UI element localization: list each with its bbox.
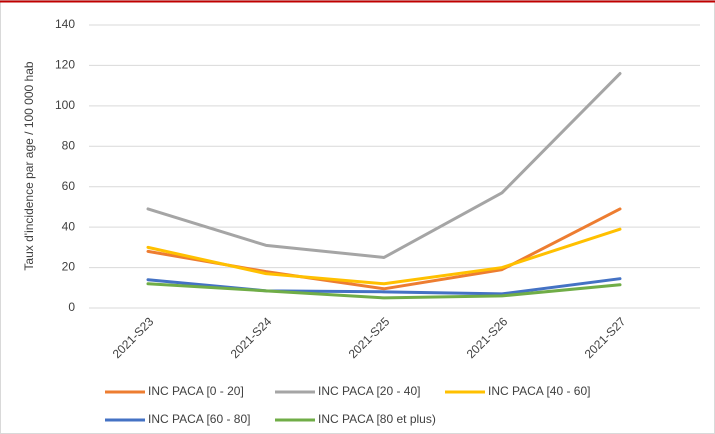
series-line <box>146 72 622 259</box>
legend-label: INC PACA [80 et plus) <box>318 412 436 426</box>
y-tick-label: 0 <box>68 300 75 314</box>
y-tick-label: 40 <box>62 219 76 233</box>
y-tick-label: 100 <box>55 98 75 112</box>
y-axis-title: Taux d'incidence par age / 100 000 hab <box>22 61 36 270</box>
y-tick-label: 120 <box>55 58 75 72</box>
y-tick-label: 20 <box>62 260 76 274</box>
legend-label: INC PACA [20 - 40] <box>318 384 421 398</box>
series-line <box>146 227 622 286</box>
y-tick-label: 60 <box>62 179 76 193</box>
legend-label: INC PACA [60 - 80] <box>148 412 251 426</box>
series-line <box>146 282 622 300</box>
legend-label: INC PACA [40 - 60] <box>488 384 591 398</box>
legend-label: INC PACA [0 - 20] <box>148 384 244 398</box>
y-tick-label: 140 <box>55 17 75 31</box>
y-tick-label: 80 <box>62 138 76 152</box>
